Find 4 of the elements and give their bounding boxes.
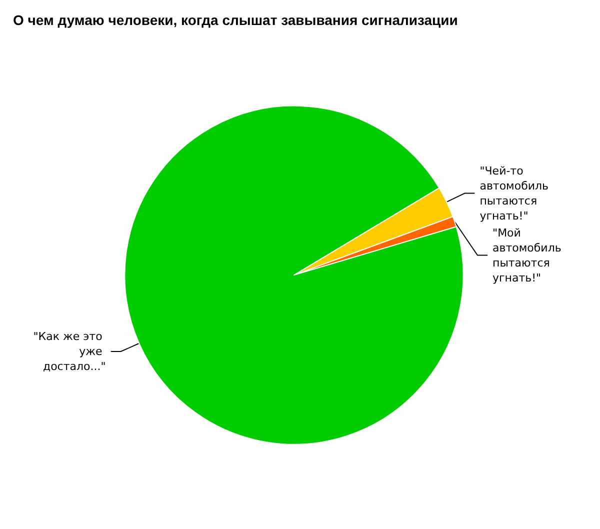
- slice-label: "Мой автомобиль пытаются угнать!": [492, 226, 565, 284]
- slice-label: "Как же это уже достало...": [33, 330, 106, 373]
- chart-title: О чем думаю человеки, когда слышат завывания сигнализации: [13, 12, 458, 28]
- slice-label: "Чей-то автомобиль пытаются угнать!": [480, 164, 552, 222]
